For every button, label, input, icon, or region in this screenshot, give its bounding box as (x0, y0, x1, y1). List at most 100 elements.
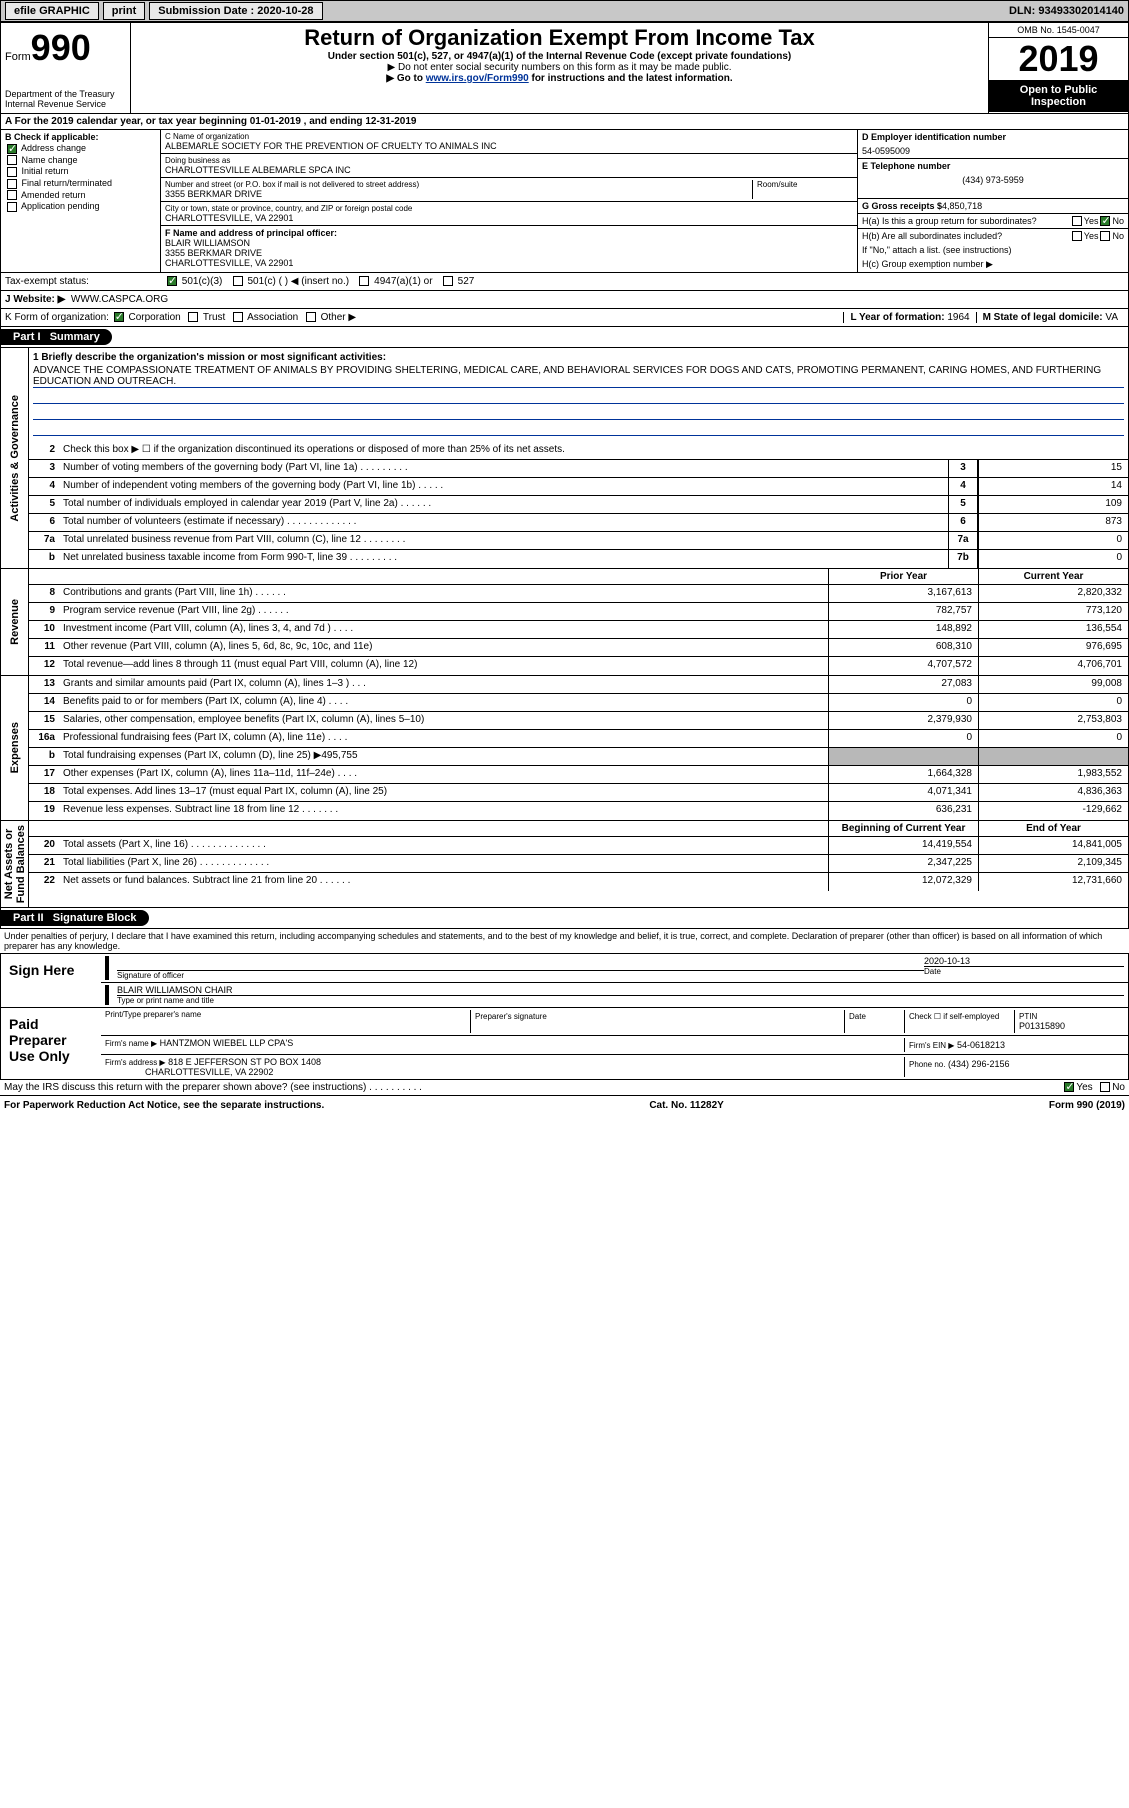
revenue-section: Revenue Prior Year Current Year 8Contrib… (1, 569, 1128, 676)
tax-cb-2[interactable] (359, 276, 369, 286)
na-lines-20: 20Total assets (Part X, line 16) . . . .… (29, 837, 1128, 855)
subtitle-3: ▶ Go to www.irs.gov/Form990 for instruct… (137, 73, 982, 84)
na-lines-22: 22Net assets or fund balances. Subtract … (29, 873, 1128, 891)
dba-cell: Doing business as CHARLOTTESVILLE ALBEMA… (161, 154, 857, 178)
period-row: A For the 2019 calendar year, or tax yea… (1, 114, 1128, 130)
colb-cb-3[interactable] (7, 179, 17, 189)
rev-lines-9: 9Program service revenue (Part VIII, lin… (29, 603, 1128, 621)
ag-line-5: 5Total number of individuals employed in… (29, 496, 1128, 514)
na-vert-label: Net Assets or Fund Balances (1, 821, 29, 907)
ha-yes-cb[interactable] (1072, 216, 1082, 226)
tax-cb-3[interactable] (443, 276, 453, 286)
na-header: Beginning of Current Year End of Year (29, 821, 1128, 837)
ag-line-4: 4Number of independent voting members of… (29, 478, 1128, 496)
colb-cb-0[interactable] (7, 144, 17, 154)
officer-name-line: BLAIR WILLIAMSON CHAIR Type or print nam… (101, 983, 1128, 1007)
korg-cb-1[interactable] (188, 312, 198, 322)
hb-cell: H(b) Are all subordinates included? Yes … (858, 229, 1128, 243)
declaration-text: Under penalties of perjury, I declare th… (0, 929, 1129, 954)
korg-cb-2[interactable] (233, 312, 243, 322)
exp-vert-label: Expenses (7, 718, 23, 777)
colb-cb-5[interactable] (7, 202, 17, 212)
rev-vert-label: Revenue (7, 595, 23, 649)
korg-cb-0[interactable] (114, 312, 124, 322)
preparer-row2: Firm's name ▶ HANTZMON WIEBEL LLP CPA'S … (101, 1036, 1128, 1055)
rev-lines-12: 12Total revenue—add lines 8 through 11 (… (29, 657, 1128, 675)
title-area: Return of Organization Exempt From Incom… (131, 23, 988, 113)
paid-preparer-label: Paid Preparer Use Only (1, 1008, 101, 1079)
website-row: J Website: ▶ WWW.CASPCA.ORG (1, 291, 1128, 309)
footer-row: For Paperwork Reduction Act Notice, see … (0, 1096, 1129, 1115)
city-cell: City or town, state or province, country… (161, 202, 857, 226)
year-box: OMB No. 1545-0047 2019 Open to Public In… (988, 23, 1128, 113)
mission-block: 1 Briefly describe the organization's mi… (29, 348, 1128, 442)
discuss-yes-cb[interactable] (1064, 1082, 1074, 1092)
colb-cb-1[interactable] (7, 155, 17, 165)
dept-label: Department of the Treasury Internal Reve… (5, 89, 126, 109)
exp-lines-b: bTotal fundraising expenses (Part IX, co… (29, 748, 1128, 766)
subtitle-2: ▶ Do not enter social security numbers o… (137, 62, 982, 73)
discuss-no-cb[interactable] (1100, 1082, 1110, 1092)
korg-cb-3[interactable] (306, 312, 316, 322)
efile-button[interactable]: efile GRAPHIC (5, 2, 99, 20)
na-lines-21: 21Total liabilities (Part X, line 26) . … (29, 855, 1128, 873)
ein-cell: D Employer identification number 54-0595… (858, 130, 1128, 159)
sign-here-section: Sign Here Signature of officer 2020-10-1… (0, 954, 1129, 1008)
exp-lines-14: 14Benefits paid to or for members (Part … (29, 694, 1128, 712)
tax-cb-0[interactable] (167, 276, 177, 286)
discuss-row: May the IRS discuss this return with the… (0, 1080, 1129, 1096)
k-org-row: K Form of organization: Corporation Trus… (1, 309, 1128, 327)
ha-no-cb[interactable] (1100, 216, 1110, 226)
open-public-label: Open to Public Inspection (989, 80, 1128, 112)
part2-header: Part II Signature Block (1, 908, 1128, 928)
preparer-row3: Firm's address ▶ 818 E JEFFERSON ST PO B… (101, 1055, 1128, 1079)
hc-cell: H(c) Group exemption number ▶ (858, 257, 1128, 272)
irs-link[interactable]: www.irs.gov/Form990 (426, 73, 529, 84)
tel-cell: E Telephone number (434) 973-5959 (858, 159, 1128, 199)
col-d: D Employer identification number 54-0595… (858, 130, 1128, 272)
exp-lines-19: 19Revenue less expenses. Subtract line 1… (29, 802, 1128, 820)
tax-cb-1[interactable] (233, 276, 243, 286)
section-b-row: B Check if applicable: Address change Na… (1, 130, 1128, 273)
officer-sig-line: Signature of officer 2020-10-13 Date (101, 954, 1128, 983)
ag-line-b: bNet unrelated business taxable income f… (29, 550, 1128, 568)
ag-line-2: 2Check this box ▶ ☐ if the organization … (29, 442, 1128, 460)
col-b-label: B Check if applicable: (5, 132, 156, 142)
print-button[interactable]: print (103, 2, 145, 20)
submission-date-button[interactable]: Submission Date : 2020-10-28 (149, 2, 322, 20)
addr-cell: Number and street (or P.O. box if mail i… (161, 178, 857, 202)
col-b: B Check if applicable: Address change Na… (1, 130, 161, 272)
preparer-row1: Print/Type preparer's name Preparer's si… (101, 1008, 1128, 1036)
form-word: Form (5, 51, 31, 63)
net-assets-section: Net Assets or Fund Balances Beginning of… (1, 821, 1128, 908)
exp-lines-18: 18Total expenses. Add lines 13–17 (must … (29, 784, 1128, 802)
exp-lines-13: 13Grants and similar amounts paid (Part … (29, 676, 1128, 694)
part1-header: Part I Summary (1, 327, 1128, 348)
form-container: Form990 Department of the Treasury Inter… (0, 22, 1129, 929)
colb-cb-4[interactable] (7, 190, 17, 200)
ha-cell: H(a) Is this a group return for subordin… (858, 214, 1128, 229)
col-c: C Name of organization ALBEMARLE SOCIETY… (161, 130, 858, 272)
expenses-section: Expenses 13Grants and similar amounts pa… (1, 676, 1128, 821)
officer-cell: F Name and address of principal officer:… (161, 226, 857, 270)
form-number: 990 (31, 27, 91, 68)
ag-line-6: 6Total number of volunteers (estimate if… (29, 514, 1128, 532)
rev-lines-10: 10Investment income (Part VIII, column (… (29, 621, 1128, 639)
main-title: Return of Organization Exempt From Incom… (137, 25, 982, 51)
hb-note-cell: If "No," attach a list. (see instruction… (858, 243, 1128, 257)
dln-label: DLN: 93493302014140 (1009, 5, 1124, 17)
form-number-box: Form990 Department of the Treasury Inter… (1, 23, 131, 113)
top-bar: efile GRAPHIC print Submission Date : 20… (0, 0, 1129, 22)
header-row: Form990 Department of the Treasury Inter… (1, 23, 1128, 114)
hb-yes-cb[interactable] (1072, 231, 1082, 241)
org-name-cell: C Name of organization ALBEMARLE SOCIETY… (161, 130, 857, 154)
tax-year: 2019 (989, 38, 1128, 80)
colb-cb-2[interactable] (7, 167, 17, 177)
exp-lines-15: 15Salaries, other compensation, employee… (29, 712, 1128, 730)
hb-no-cb[interactable] (1100, 231, 1110, 241)
exp-lines-17: 17Other expenses (Part IX, column (A), l… (29, 766, 1128, 784)
paid-preparer-section: Paid Preparer Use Only Print/Type prepar… (0, 1008, 1129, 1080)
gross-cell: G Gross receipts $4,850,718 (858, 199, 1128, 214)
rev-lines-11: 11Other revenue (Part VIII, column (A), … (29, 639, 1128, 657)
rev-lines-8: 8Contributions and grants (Part VIII, li… (29, 585, 1128, 603)
